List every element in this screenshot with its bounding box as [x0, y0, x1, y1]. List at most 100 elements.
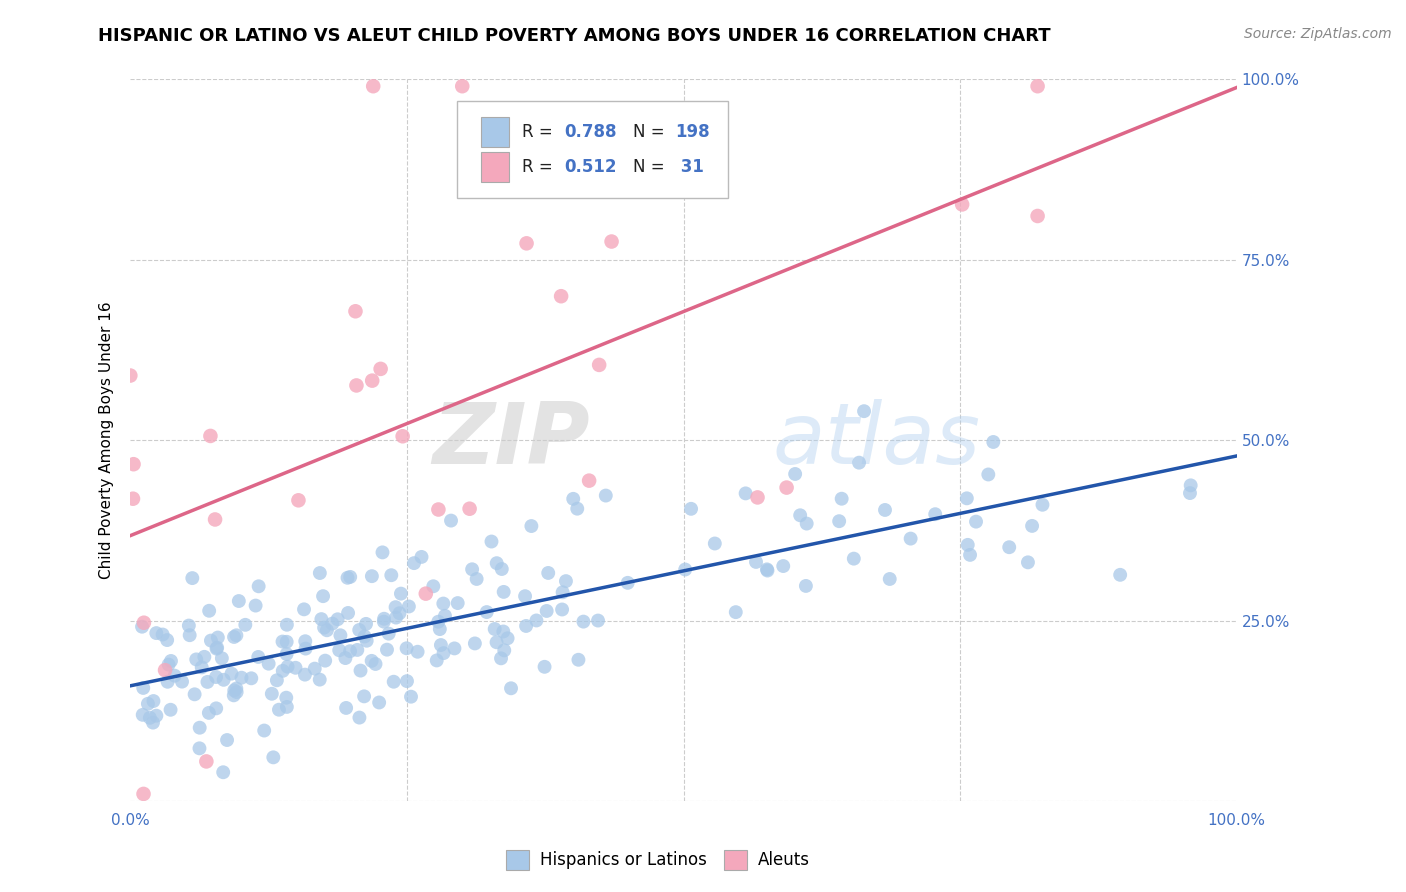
- Point: [853, 404, 876, 418]
- Point: [658, 154, 681, 169]
- Point: [879, 572, 901, 586]
- Point: [145, 626, 167, 640]
- Point: [427, 502, 450, 516]
- Point: [371, 545, 394, 559]
- Point: [384, 600, 406, 615]
- Point: [485, 556, 508, 570]
- Point: [197, 674, 219, 689]
- Point: [673, 562, 696, 576]
- Point: [294, 634, 316, 648]
- Point: [475, 605, 498, 619]
- Point: [349, 710, 371, 724]
- Point: [724, 605, 747, 619]
- Point: [287, 493, 309, 508]
- Point: [734, 486, 756, 500]
- Point: [222, 689, 245, 703]
- Point: [1180, 478, 1202, 492]
- Point: [567, 653, 589, 667]
- Point: [499, 681, 522, 696]
- Point: [1026, 209, 1049, 223]
- Point: [177, 618, 200, 632]
- Point: [136, 697, 159, 711]
- Point: [873, 503, 896, 517]
- Point: [321, 616, 343, 631]
- Point: [260, 687, 283, 701]
- Point: [308, 673, 330, 687]
- Point: [537, 566, 560, 580]
- Point: [600, 235, 623, 249]
- Point: [335, 651, 357, 665]
- Point: [785, 467, 807, 481]
- Text: R =: R =: [522, 158, 558, 176]
- Point: [432, 597, 454, 611]
- Point: [391, 429, 413, 443]
- Point: [156, 633, 179, 648]
- Point: [170, 674, 193, 689]
- Point: [200, 429, 222, 443]
- Point: [588, 358, 610, 372]
- Point: [578, 474, 600, 488]
- Point: [1178, 486, 1201, 500]
- Point: [842, 551, 865, 566]
- Point: [536, 604, 558, 618]
- Point: [349, 664, 371, 678]
- Point: [481, 534, 503, 549]
- Point: [122, 457, 145, 471]
- Point: [406, 645, 429, 659]
- Point: [347, 623, 370, 637]
- FancyBboxPatch shape: [457, 101, 728, 198]
- Point: [276, 700, 298, 714]
- Point: [132, 787, 155, 801]
- Point: [772, 559, 794, 574]
- Point: [276, 690, 298, 705]
- Point: [380, 568, 402, 582]
- Point: [432, 646, 454, 660]
- Point: [354, 616, 377, 631]
- Point: [339, 644, 361, 658]
- Point: [465, 572, 488, 586]
- Point: [245, 599, 267, 613]
- Point: [308, 566, 330, 580]
- Point: [959, 548, 981, 562]
- Text: 31: 31: [675, 158, 703, 176]
- Bar: [481, 152, 509, 182]
- Point: [562, 491, 585, 506]
- Point: [586, 614, 609, 628]
- Point: [225, 685, 247, 699]
- Point: [163, 668, 186, 682]
- Point: [284, 661, 307, 675]
- Bar: [481, 117, 509, 147]
- Point: [364, 657, 387, 671]
- Point: [520, 519, 543, 533]
- Point: [427, 615, 450, 629]
- Point: [335, 701, 357, 715]
- Point: [183, 687, 205, 701]
- Point: [411, 549, 433, 564]
- Point: [775, 481, 797, 495]
- Text: 0.788: 0.788: [564, 123, 617, 141]
- Point: [422, 579, 444, 593]
- Point: [981, 434, 1004, 449]
- Point: [388, 606, 411, 620]
- Point: [377, 626, 399, 640]
- Point: [998, 540, 1021, 554]
- Point: [276, 617, 298, 632]
- Point: [353, 690, 375, 704]
- Point: [491, 562, 513, 576]
- Point: [153, 663, 176, 677]
- Point: [461, 562, 484, 576]
- Point: [346, 378, 368, 392]
- Point: [312, 589, 335, 603]
- Point: [429, 622, 451, 636]
- Point: [231, 671, 253, 685]
- Point: [1021, 519, 1043, 533]
- Point: [415, 587, 437, 601]
- Point: [294, 641, 316, 656]
- Point: [360, 569, 382, 583]
- Point: [373, 612, 395, 626]
- Text: N =: N =: [633, 158, 669, 176]
- Point: [447, 596, 470, 610]
- Point: [433, 608, 456, 623]
- Point: [204, 512, 226, 526]
- Point: [198, 604, 221, 618]
